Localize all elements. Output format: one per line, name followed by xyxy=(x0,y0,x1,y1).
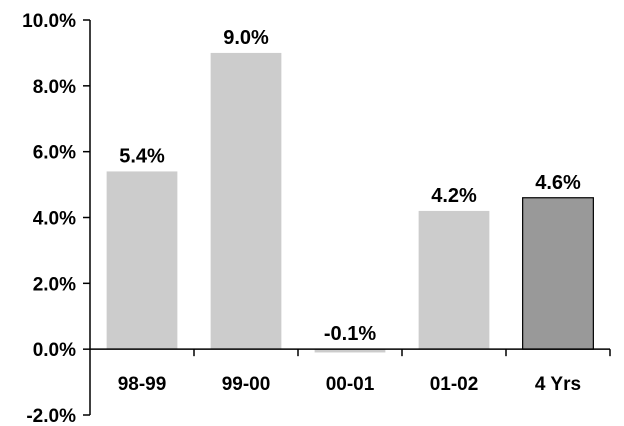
data-label: -0.1% xyxy=(324,323,376,345)
y-tick-label: 8.0% xyxy=(33,77,76,98)
y-tick-label: 0.0% xyxy=(33,340,76,361)
x-tick-label: 00-01 xyxy=(326,374,375,395)
bars: 5.4% 9.0% -0.1% 4.2% 4.6% xyxy=(106,27,594,353)
x-axis: 98-99 99-00 00-01 01-02 4 Yrs xyxy=(90,348,611,395)
data-label: 4.2% xyxy=(431,185,477,207)
bar-4-yrs xyxy=(522,197,594,350)
y-tick-label: 4.0% xyxy=(33,209,76,230)
y-tick-label: 6.0% xyxy=(33,143,76,164)
data-label: 5.4% xyxy=(119,145,165,167)
bar-98-99 xyxy=(106,171,178,350)
y-tick-label: 10.0% xyxy=(22,11,76,32)
y-axis: -2.0% 0.0% 2.0% 4.0% 6.0% 8.0% 10.0% xyxy=(22,11,91,426)
x-tick-label: 99-00 xyxy=(222,374,271,395)
y-tick-label: 2.0% xyxy=(33,274,76,295)
x-tick-label: 98-99 xyxy=(118,374,167,395)
y-tick-label: -2.0% xyxy=(26,406,76,426)
x-tick-label: 01-02 xyxy=(430,374,479,395)
data-label: 9.0% xyxy=(223,27,269,49)
x-tick-label: 4 Yrs xyxy=(535,374,581,395)
bar-01-02 xyxy=(418,210,490,350)
data-label: 4.6% xyxy=(535,172,581,194)
bar-99-00 xyxy=(210,52,282,350)
bar-00-01 xyxy=(314,349,386,353)
